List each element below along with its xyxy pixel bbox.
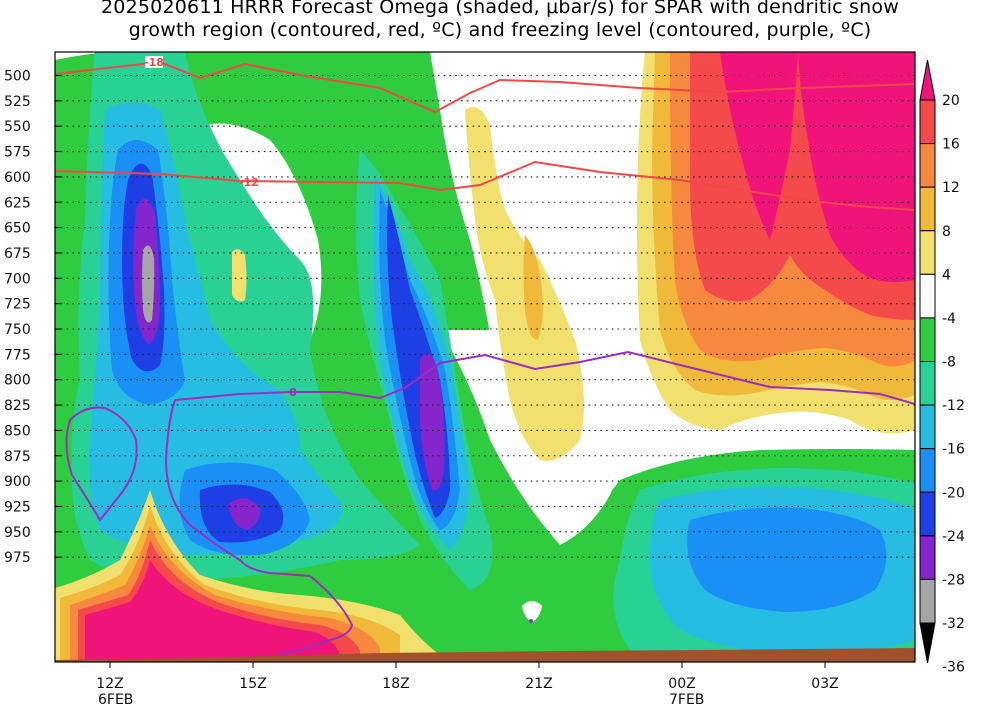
omega-region-neg28 xyxy=(142,245,155,323)
y-tick-label-625: 625 xyxy=(4,195,31,211)
y-tick-label-700: 700 xyxy=(4,271,31,287)
colorbar-label--8: -8 xyxy=(942,355,956,371)
freezing-contour-0-lower xyxy=(164,399,354,655)
y-tick-label-550: 550 xyxy=(4,119,31,135)
x-tick-label-12Z: 12Z xyxy=(96,676,123,692)
colorbar-label--20: -20 xyxy=(942,485,965,501)
omega-region-neg16-east xyxy=(687,507,887,612)
colorbar-box-7 xyxy=(919,404,936,450)
omega-region-pos20-east-a xyxy=(720,52,798,240)
x-axis: 6FEB 7FEB 12Z 15Z 18Z 21Z 00Z 03Z xyxy=(96,662,839,704)
omega-region-pos20-low xyxy=(85,560,340,662)
colorbar-box-0 xyxy=(919,99,936,145)
y-tick-label-875: 875 xyxy=(4,449,31,465)
y-tick-label-825: 825 xyxy=(4,398,31,414)
y-tick-label-800: 800 xyxy=(4,373,31,389)
y-tick-label-975: 975 xyxy=(4,550,31,566)
colorbar-label-16: 16 xyxy=(942,137,960,153)
colorbar-box-1 xyxy=(919,143,936,188)
omega-region-pos4-small xyxy=(232,249,247,302)
plot-area: -18 -12 0 xyxy=(55,52,915,662)
colorbar-bottom-arrow xyxy=(919,622,936,664)
y-tick-label-575: 575 xyxy=(4,145,31,161)
x-tick-label-18Z: 18Z xyxy=(382,676,409,692)
colorbar-box-8 xyxy=(919,448,936,493)
colorbar: 20 16 12 8 4 -4 -8 -12 -16 -20 -24 -28 -32 -36 xyxy=(919,59,965,676)
omega-region-pos8-mid xyxy=(523,235,543,340)
colorbar-top-arrow xyxy=(919,59,936,101)
contour-label-neg18: -18 xyxy=(144,56,164,69)
contour-label-freezing: 0 xyxy=(289,386,297,399)
colorbar-label--12: -12 xyxy=(942,398,965,414)
label-bg-neg18 xyxy=(145,56,163,68)
colorbar-label-4: 4 xyxy=(942,267,951,283)
x-date-label-6feb: 6FEB xyxy=(98,692,133,704)
colorbar-box-11 xyxy=(919,578,936,624)
freezing-contour-0 xyxy=(174,350,915,405)
colorbar-label--28: -28 xyxy=(942,572,965,588)
colorbar-box-5 xyxy=(919,317,936,362)
colorbar-label--36: -36 xyxy=(942,660,965,676)
y-tick-label-675: 675 xyxy=(4,246,31,262)
omega-region-neg24-mid xyxy=(420,353,445,491)
colorbar-box-6 xyxy=(919,361,936,406)
y-tick-label-900: 900 xyxy=(4,474,31,490)
x-tick-label-15Z: 15Z xyxy=(239,676,266,692)
colorbar-label-12: 12 xyxy=(942,180,960,196)
y-tick-label-750: 750 xyxy=(4,322,31,338)
y-tick-label-500: 500 xyxy=(4,69,31,85)
colorbar-label--4: -4 xyxy=(942,311,956,327)
y-tick-label-925: 925 xyxy=(4,499,31,515)
y-tick-label-600: 600 xyxy=(4,170,31,186)
x-tick-label-21Z: 21Z xyxy=(525,676,552,692)
plot-frame xyxy=(54,51,916,663)
colorbar-label-20: 20 xyxy=(942,93,960,109)
y-axis: 500 525 550 575 600 625 650 675 700 725 750 775 800 8… xyxy=(4,69,61,566)
terrain xyxy=(55,648,915,662)
freezing-contour-0-loop xyxy=(65,406,138,522)
contour-label-neg12: -12 xyxy=(239,176,259,189)
x-tick-label-03Z: 03Z xyxy=(811,676,838,692)
chart-title-line2: growth region (contoured, red, ºC) and f… xyxy=(128,19,872,41)
omega-region-pos20-east-b xyxy=(798,52,915,283)
colorbar-label-8: 8 xyxy=(942,224,951,240)
colorbar-box-9 xyxy=(919,491,936,537)
freezing-dot xyxy=(529,619,533,623)
y-tick-label-525: 525 xyxy=(4,94,31,110)
omega-neutral-dot xyxy=(522,601,542,622)
colorbar-label--32: -32 xyxy=(942,616,965,632)
y-tick-label-725: 725 xyxy=(4,297,31,313)
colorbar-box-4 xyxy=(919,273,936,319)
y-tick-label-775: 775 xyxy=(4,347,31,363)
colorbar-box-2 xyxy=(919,186,936,232)
chart-title-line1: 2025020611 HRRR Forecast Omega (shaded, … xyxy=(101,0,899,18)
colorbar-label--16: -16 xyxy=(942,442,965,458)
dendritic-contour-neg18 xyxy=(55,60,915,114)
y-tick-label-950: 950 xyxy=(4,525,31,541)
colorbar-box-10 xyxy=(919,535,936,580)
x-date-label-7feb: 7FEB xyxy=(669,692,704,704)
x-tick-label-00Z: 00Z xyxy=(668,676,695,692)
dendritic-contour-neg12 xyxy=(55,160,915,211)
colorbar-box-3 xyxy=(919,230,936,275)
y-tick-label-850: 850 xyxy=(4,423,31,439)
colorbar-label--24: -24 xyxy=(942,529,965,545)
y-tick-label-650: 650 xyxy=(4,221,31,237)
